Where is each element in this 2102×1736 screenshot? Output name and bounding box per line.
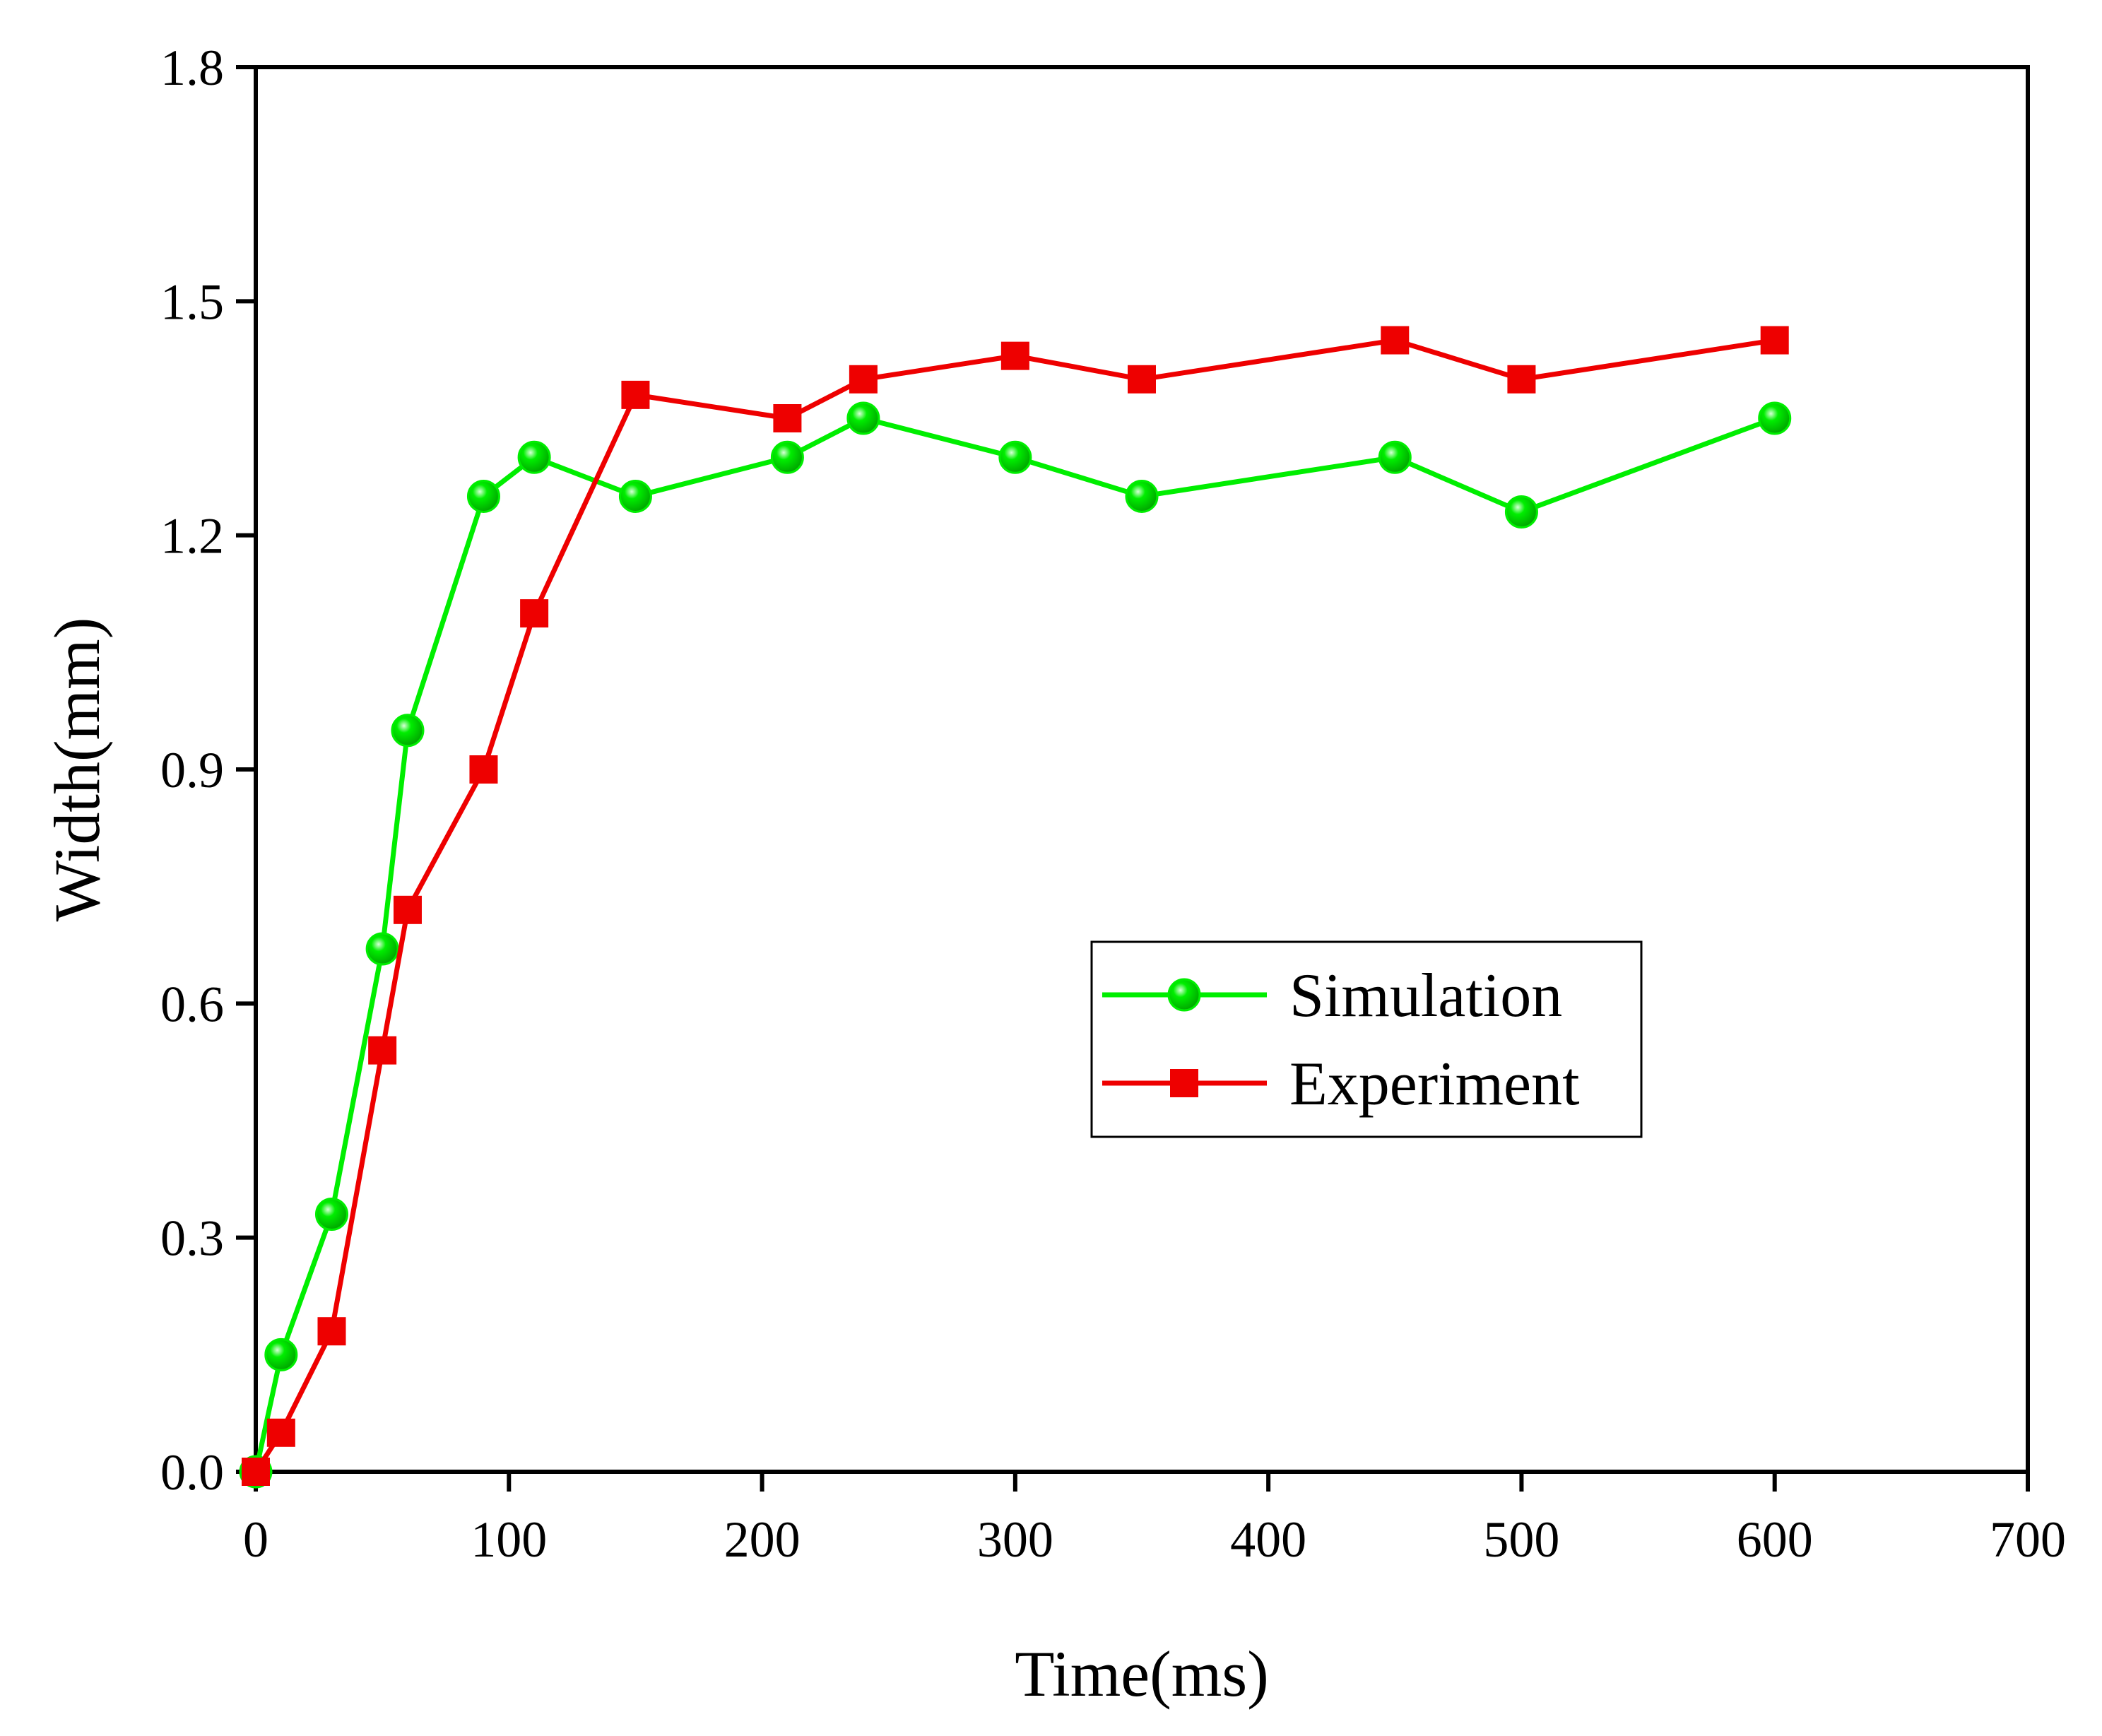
- data-point-experiment: [773, 404, 802, 432]
- legend-box: [1090, 940, 1643, 1138]
- x-axis-title: Time(ms): [1015, 1638, 1269, 1710]
- data-point-experiment: [368, 1036, 397, 1065]
- data-point-simulation: [391, 714, 425, 748]
- y-tick-label: 0.3: [160, 1210, 224, 1267]
- data-point-simulation: [365, 932, 399, 966]
- legend-item-simulation: Simulation: [1102, 962, 1562, 1030]
- legend-item-experiment: Experiment: [1102, 1050, 1580, 1118]
- data-point-simulation: [1758, 401, 1792, 435]
- data-point-simulation: [314, 1198, 348, 1232]
- data-point-simulation: [264, 1338, 298, 1371]
- legend-label: Experiment: [1289, 1050, 1580, 1118]
- series-simulation: [239, 401, 1792, 1489]
- data-point-experiment: [1128, 365, 1156, 394]
- data-point-simulation: [770, 440, 804, 474]
- y-tick-label: 1.5: [160, 273, 224, 330]
- x-tick-label: 600: [1737, 1511, 1813, 1568]
- data-point-experiment: [849, 365, 878, 394]
- x-tick-label: 400: [1230, 1511, 1306, 1568]
- data-point-experiment: [520, 599, 549, 628]
- data-point-experiment: [1381, 326, 1410, 355]
- data-point-experiment: [317, 1317, 346, 1346]
- data-point-simulation: [846, 401, 880, 435]
- series-layer: [239, 326, 1792, 1489]
- data-point-simulation: [1378, 440, 1412, 474]
- data-point-experiment: [242, 1458, 270, 1486]
- data-point-simulation: [1167, 978, 1201, 1012]
- x-tick-label: 100: [471, 1511, 547, 1568]
- y-tick-label: 0.6: [160, 976, 224, 1032]
- y-axis-ticks: 0.0 0.3 0.6 0.9 1.2 1.5 1.8: [160, 40, 256, 1501]
- x-axis-ticks: 0 100 200 300 400 500 600 700: [243, 1472, 2066, 1568]
- x-tick-label: 500: [1483, 1511, 1559, 1568]
- data-point-experiment: [621, 380, 650, 409]
- x-tick-label: 0: [243, 1511, 268, 1568]
- data-point-experiment: [1760, 326, 1789, 355]
- data-point-experiment: [1000, 341, 1029, 370]
- x-tick-label: 700: [1990, 1511, 2066, 1568]
- data-point-experiment: [469, 755, 498, 784]
- x-tick-label: 200: [724, 1511, 801, 1568]
- data-point-experiment: [1170, 1069, 1198, 1097]
- data-point-simulation: [466, 479, 500, 513]
- data-point-simulation: [1504, 495, 1538, 529]
- data-point-simulation: [1125, 479, 1159, 513]
- data-point-experiment: [393, 895, 422, 924]
- y-tick-label: 1.8: [160, 40, 224, 96]
- y-tick-label: 0.0: [160, 1444, 224, 1501]
- series-experiment: [242, 326, 1789, 1486]
- data-point-experiment: [1507, 365, 1536, 394]
- data-point-simulation: [618, 479, 652, 513]
- data-point-simulation: [517, 440, 551, 474]
- y-axis-title: Width(mm): [41, 618, 113, 922]
- legend-label: Simulation: [1289, 962, 1562, 1030]
- data-point-experiment: [266, 1418, 295, 1447]
- legend: Simulation Experiment: [1090, 940, 1643, 1138]
- data-point-simulation: [998, 440, 1032, 474]
- y-tick-label: 1.2: [160, 508, 224, 565]
- y-tick-label: 0.9: [160, 742, 224, 798]
- x-tick-label: 300: [977, 1511, 1053, 1568]
